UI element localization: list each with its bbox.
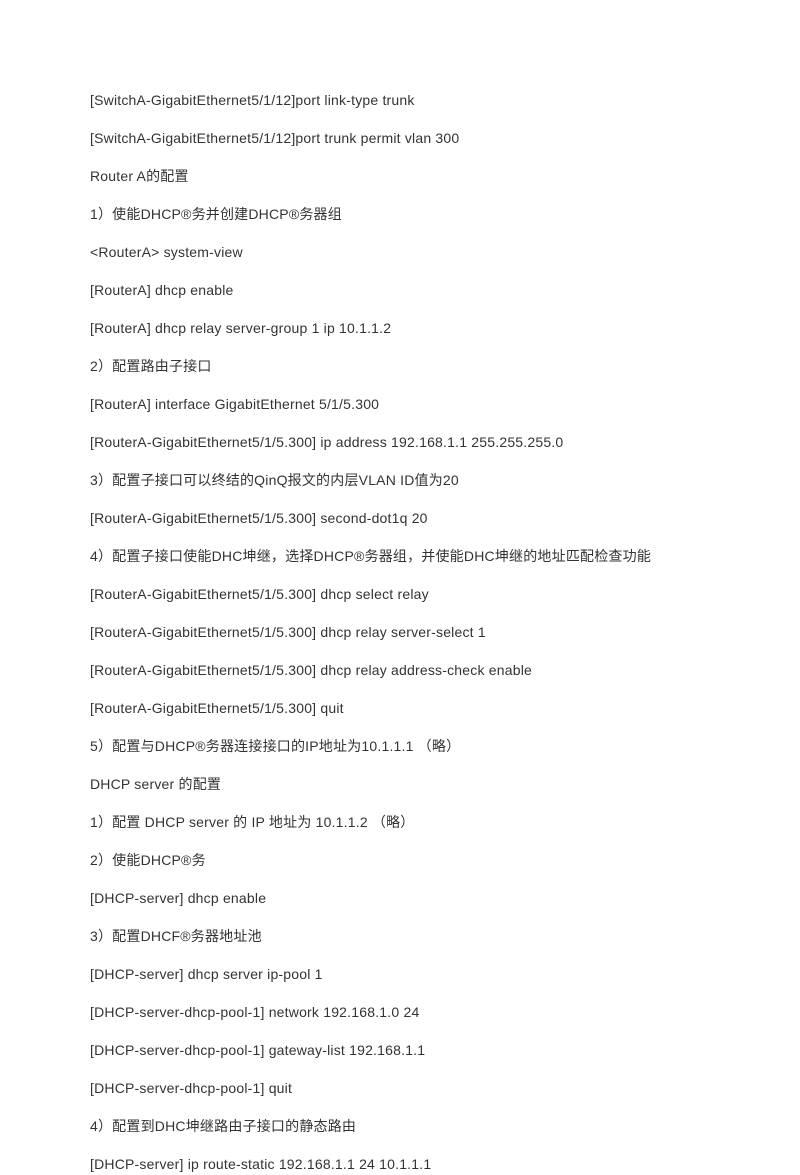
document-line: DHCP server 的配置 <box>90 774 710 795</box>
document-line: 2）配置路由子接口 <box>90 356 710 377</box>
document-line: [DHCP-server-dhcp-pool-1] network 192.16… <box>90 1002 710 1023</box>
document-line: 2）使能DHCP®务 <box>90 850 710 871</box>
document-line: 5）配置与DHCP®务器连接接口的IP地址为10.1.1.1 （略） <box>90 736 710 757</box>
document-line: [RouterA] dhcp relay server-group 1 ip 1… <box>90 318 710 339</box>
document-line: [SwitchA-GigabitEthernet5/1/12]port link… <box>90 90 710 111</box>
document-line: <RouterA> system-view <box>90 242 710 263</box>
document-line: [RouterA] dhcp enable <box>90 280 710 301</box>
document-line: 4）配置子接口使能DHC坤继，选择DHCP®务器组，并使能DHC坤继的地址匹配检… <box>90 546 710 567</box>
document-line: 4）配置到DHC坤继路由子接口的静态路由 <box>90 1116 710 1137</box>
document-line: [RouterA-GigabitEthernet5/1/5.300] ip ad… <box>90 432 710 453</box>
document-line: 1）配置 DHCP server 的 IP 地址为 10.1.1.2 （略） <box>90 812 710 833</box>
document-line: [DHCP-server-dhcp-pool-1] gateway-list 1… <box>90 1040 710 1061</box>
document-line: [RouterA-GigabitEthernet5/1/5.300] dhcp … <box>90 584 710 605</box>
document-line: [RouterA-GigabitEthernet5/1/5.300] quit <box>90 698 710 719</box>
document-line: 3）配置子接口可以终结的QinQ报文的内层VLAN ID值为20 <box>90 470 710 491</box>
document-line: [SwitchA-GigabitEthernet5/1/12]port trun… <box>90 128 710 149</box>
document-line: [RouterA-GigabitEthernet5/1/5.300] dhcp … <box>90 622 710 643</box>
document-line: [RouterA] interface GigabitEthernet 5/1/… <box>90 394 710 415</box>
document-line: [RouterA-GigabitEthernet5/1/5.300] dhcp … <box>90 660 710 681</box>
document-content: [SwitchA-GigabitEthernet5/1/12]port link… <box>90 90 710 1175</box>
document-line: 3）配置DHCF®务器地址池 <box>90 926 710 947</box>
document-line: [DHCP-server] dhcp enable <box>90 888 710 909</box>
document-line: [DHCP-server] dhcp server ip-pool 1 <box>90 964 710 985</box>
document-line: [DHCP-server-dhcp-pool-1] quit <box>90 1078 710 1099</box>
document-line: [DHCP-server] ip route-static 192.168.1.… <box>90 1154 710 1175</box>
document-line: [RouterA-GigabitEthernet5/1/5.300] secon… <box>90 508 710 529</box>
document-line: 1）使能DHCP®务并创建DHCP®务器组 <box>90 204 710 225</box>
document-line: Router A的配置 <box>90 166 710 187</box>
